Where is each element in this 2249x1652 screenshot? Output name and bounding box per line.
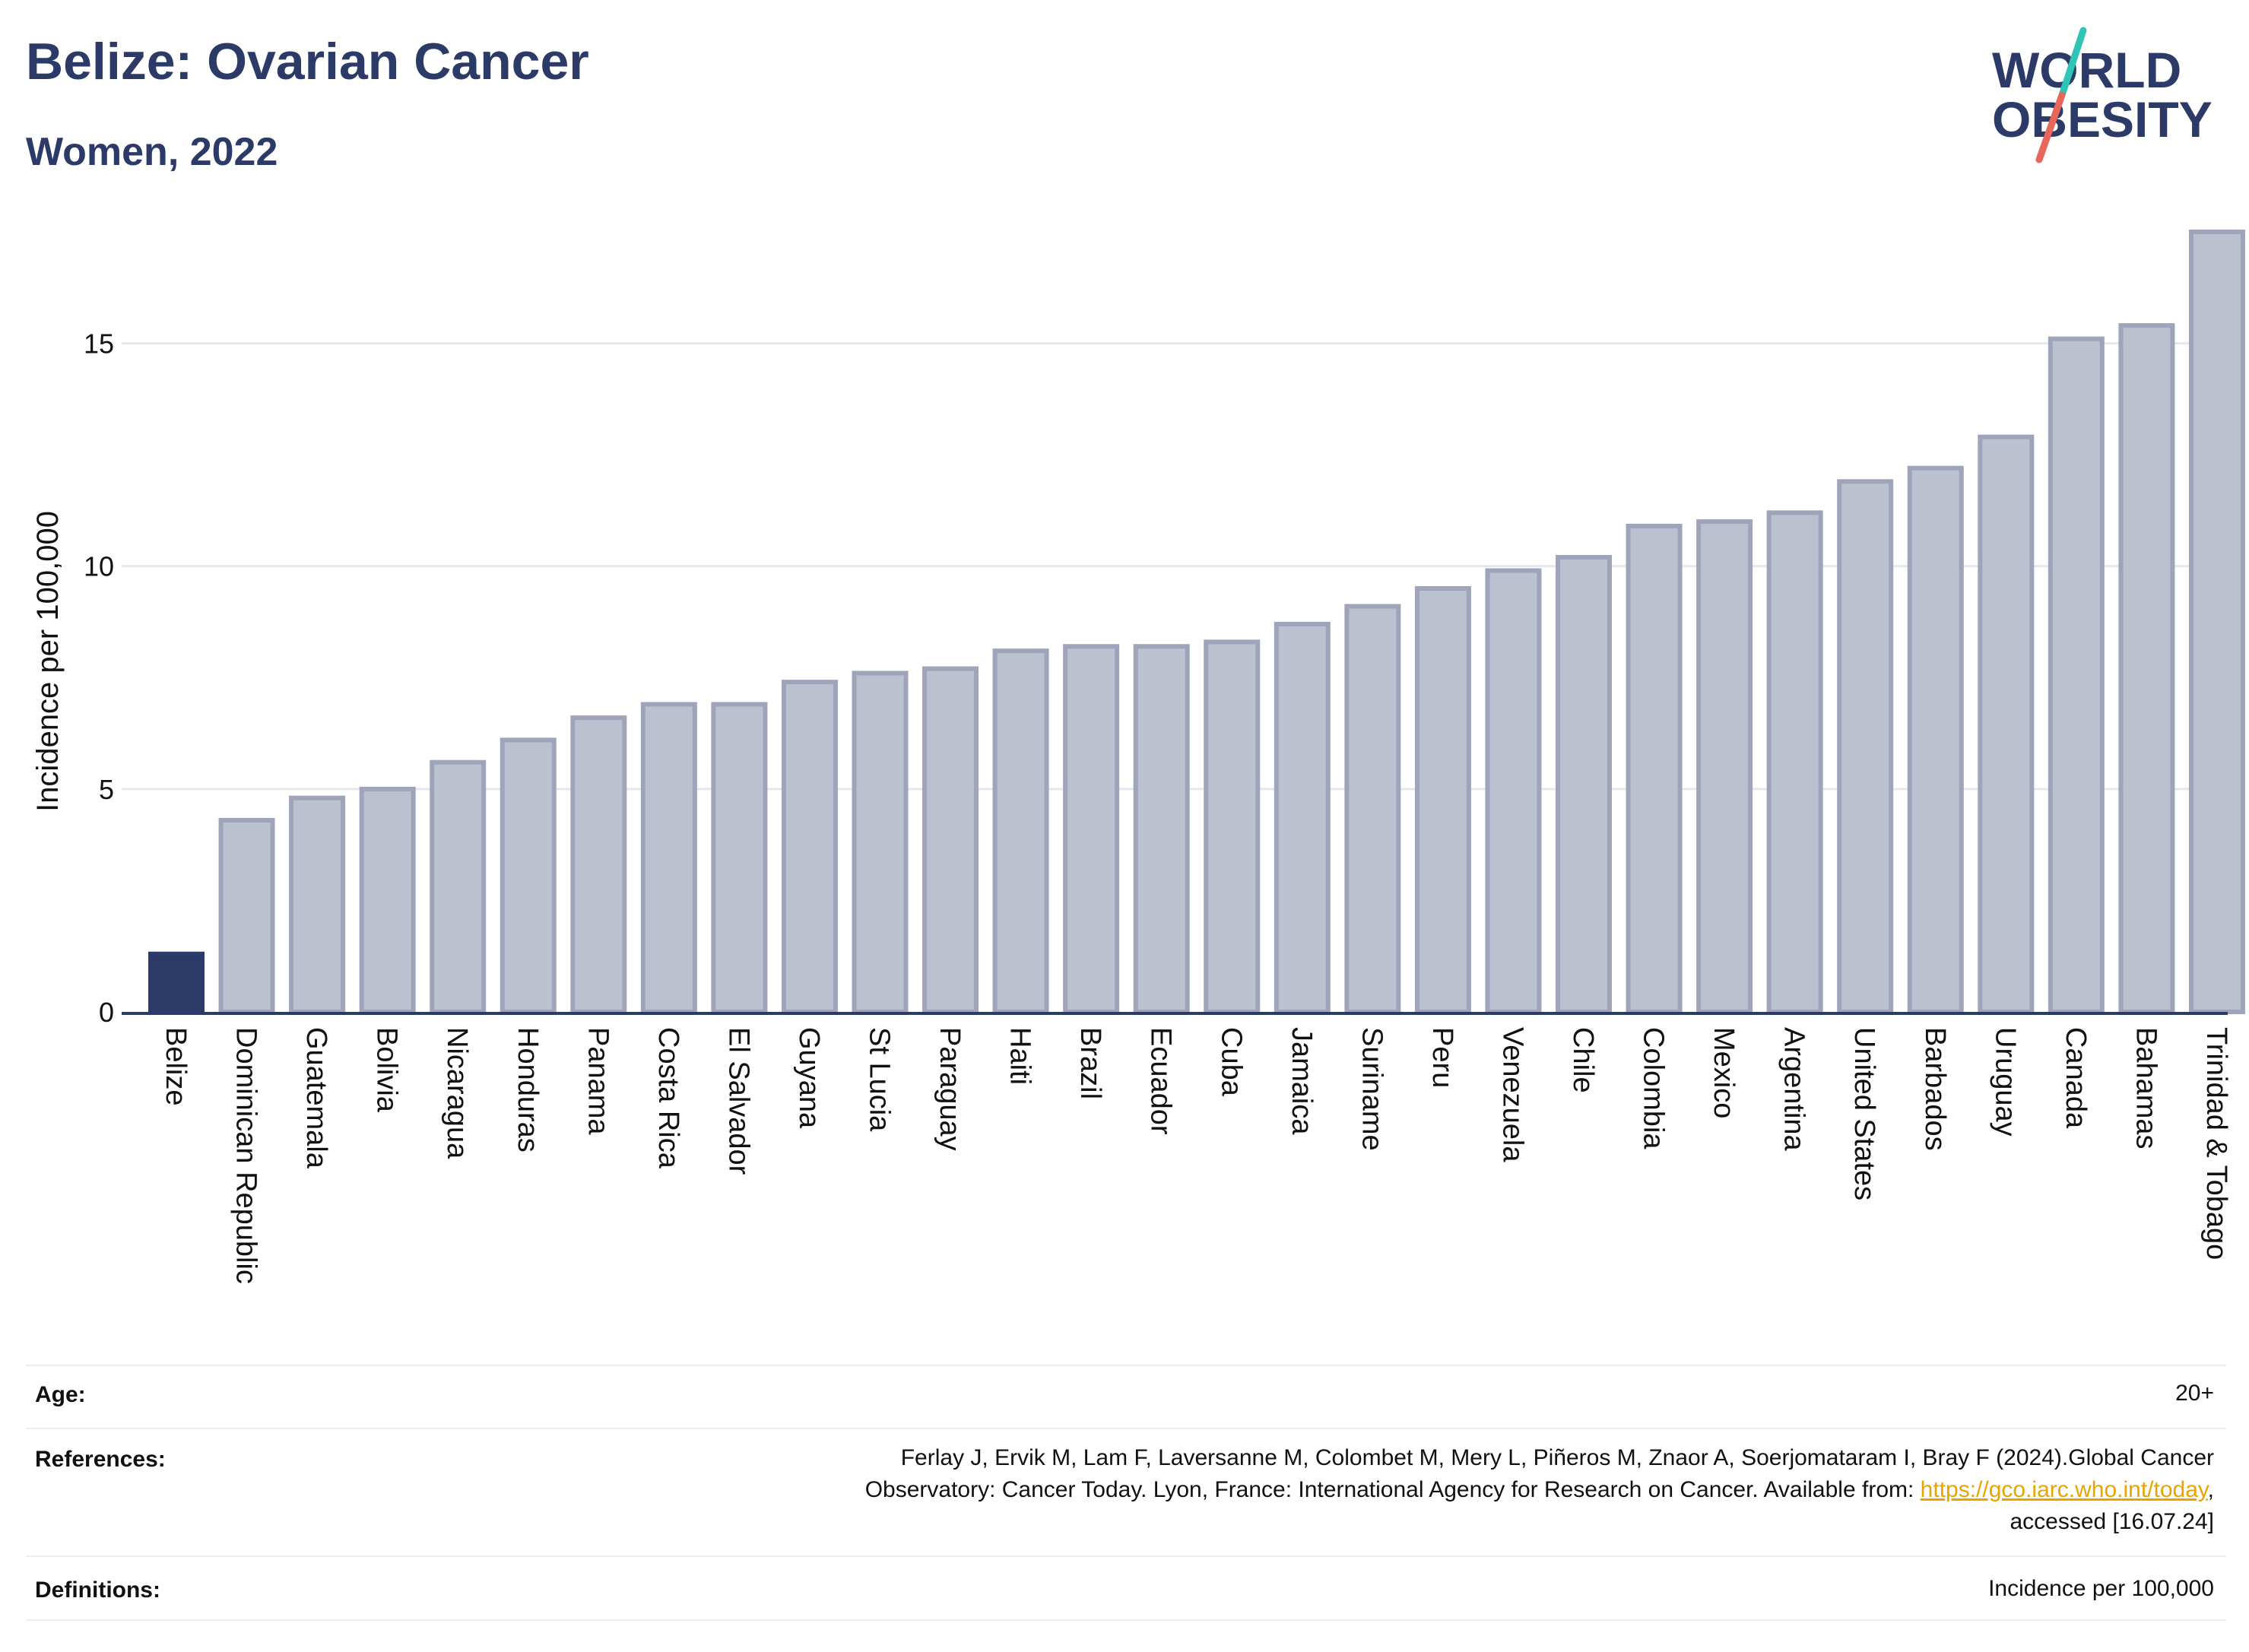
bar-guyana	[781, 680, 838, 1014]
x-tick-label: Nicaragua	[441, 1027, 473, 1159]
bar-haiti	[992, 648, 1049, 1014]
bar-panama	[570, 715, 627, 1015]
bar-honduras	[500, 737, 557, 1014]
logo-line2: OBESITY	[1992, 91, 2213, 147]
x-tick-label: Peru	[1426, 1027, 1458, 1088]
bar-peru	[1414, 586, 1471, 1014]
logo-slash-teal	[2058, 27, 2087, 99]
logo-line1: WORLD	[1992, 42, 2181, 98]
x-tick-label: Suriname	[1356, 1027, 1388, 1151]
bar-nicaragua	[430, 759, 487, 1014]
bar-colombia	[1626, 523, 1683, 1014]
bar-belize	[148, 951, 205, 1014]
x-tick-label: Brazil	[1074, 1027, 1106, 1099]
bar-chart: 0 5 10 15 Belize Dominican Republic Guatemala B…	[31, 230, 2245, 1284]
references-text-2: Observatory: Cancer Today. Lyon, France:…	[864, 1477, 1921, 1502]
bar-uruguay	[1978, 434, 2035, 1014]
references-line-1: Ferlay J, Ervik M, Lam F, Laversanne M, …	[900, 1445, 2214, 1470]
x-tick-label: Colombia	[1638, 1027, 1670, 1149]
bar-suriname	[1344, 604, 1401, 1014]
footer-divider-top	[26, 1365, 2226, 1366]
x-tick-label: Barbados	[1919, 1027, 1951, 1151]
x-tick-label: El Salvador	[722, 1027, 754, 1175]
x-tick-label: Dominican Republic	[230, 1027, 262, 1284]
references-label: References:	[35, 1447, 166, 1472]
axes: 0 5 10 15 Belize Dominican Republic Guatemala B…	[84, 328, 2232, 1284]
x-tick-label: Uruguay	[1989, 1027, 2021, 1137]
bar-ecuador	[1133, 644, 1190, 1014]
chart-title: Belize: Ovarian Cancer	[26, 33, 589, 90]
bar-argentina	[1766, 510, 1823, 1014]
bar-chile	[1556, 554, 1612, 1014]
bars	[148, 230, 2245, 1015]
x-tick-label: Honduras	[512, 1027, 544, 1153]
bar-brazil	[1063, 644, 1120, 1014]
age-label: Age:	[35, 1382, 86, 1407]
y-tick-label: 10	[84, 551, 114, 582]
bar-bahamas	[2118, 323, 2175, 1014]
y-axis-label: Incidence per 100,000	[31, 511, 65, 812]
bar-barbados	[1907, 465, 1964, 1014]
x-tick-label: Bolivia	[371, 1027, 403, 1113]
references-text-3: ,	[2207, 1477, 2214, 1502]
x-tick-label: Jamaica	[1286, 1027, 1318, 1135]
x-tick-label: Cuba	[1215, 1027, 1247, 1097]
x-tick-label: Trinidad & Tobago	[2200, 1027, 2232, 1260]
y-tick-label: 0	[99, 997, 114, 1028]
x-tick-label: Ecuador	[1145, 1027, 1177, 1135]
x-tick-label: Venezuela	[1496, 1027, 1528, 1162]
bar-canada	[2048, 336, 2105, 1014]
y-tick-label: 5	[99, 774, 114, 805]
bar-dominican-republic	[218, 817, 275, 1014]
x-tick-label: Canada	[2060, 1027, 2092, 1129]
x-tick-label: Bahamas	[2130, 1027, 2162, 1149]
logo-slash-coral	[2035, 91, 2066, 163]
footer-divider-bottom	[26, 1619, 2226, 1621]
x-tick-label: Guatemala	[300, 1027, 332, 1169]
x-tick-label: Chile	[1567, 1027, 1599, 1093]
bar-paraguay	[922, 666, 979, 1014]
bar-united-states	[1837, 479, 1894, 1014]
x-tick-label: United States	[1848, 1027, 1880, 1200]
bar-guatemala	[289, 795, 346, 1015]
x-tick-label: Paraguay	[934, 1027, 966, 1151]
references-link[interactable]: https://gco.iarc.who.int/today	[1920, 1477, 2208, 1502]
bar-el-salvador	[711, 702, 768, 1014]
references-line-2: Observatory: Cancer Today. Lyon, France:…	[865, 1474, 2214, 1506]
definitions-label: Definitions:	[35, 1577, 160, 1603]
x-tick-label: Belize	[160, 1027, 192, 1106]
x-tick-label: Mexico	[1708, 1027, 1740, 1118]
bar-mexico	[1696, 519, 1753, 1014]
bar-st-lucia	[852, 671, 909, 1014]
bar-venezuela	[1485, 568, 1542, 1014]
bar-costa-rica	[640, 702, 697, 1014]
references-line-3: accessed [16.07.24]	[2010, 1509, 2214, 1534]
definitions-value: Incidence per 100,000	[1988, 1576, 2214, 1601]
chart-subtitle: Women, 2022	[26, 130, 278, 174]
age-value: 20+	[2175, 1381, 2214, 1406]
bar-jamaica	[1274, 621, 1331, 1015]
x-tick-label: St Lucia	[864, 1027, 896, 1132]
x-tick-label: Guyana	[793, 1027, 825, 1129]
x-tick-label: Panama	[582, 1027, 614, 1135]
x-tick-label: Argentina	[1778, 1027, 1810, 1152]
footer-divider-age	[26, 1428, 2226, 1429]
footer-divider-refs	[26, 1555, 2226, 1557]
bar-bolivia	[359, 786, 416, 1015]
bar-cuba	[1204, 639, 1261, 1015]
x-tick-label: Haiti	[1004, 1027, 1036, 1085]
references-value: Ferlay J, Ervik M, Lam F, Laversanne M, …	[865, 1442, 2214, 1538]
y-tick-label: 15	[84, 328, 114, 360]
world-obesity-logo: WORLD OBESITY	[1992, 27, 2213, 163]
x-tick-label: Costa Rica	[652, 1027, 684, 1169]
bar-trinidad-tobago	[2188, 230, 2245, 1014]
